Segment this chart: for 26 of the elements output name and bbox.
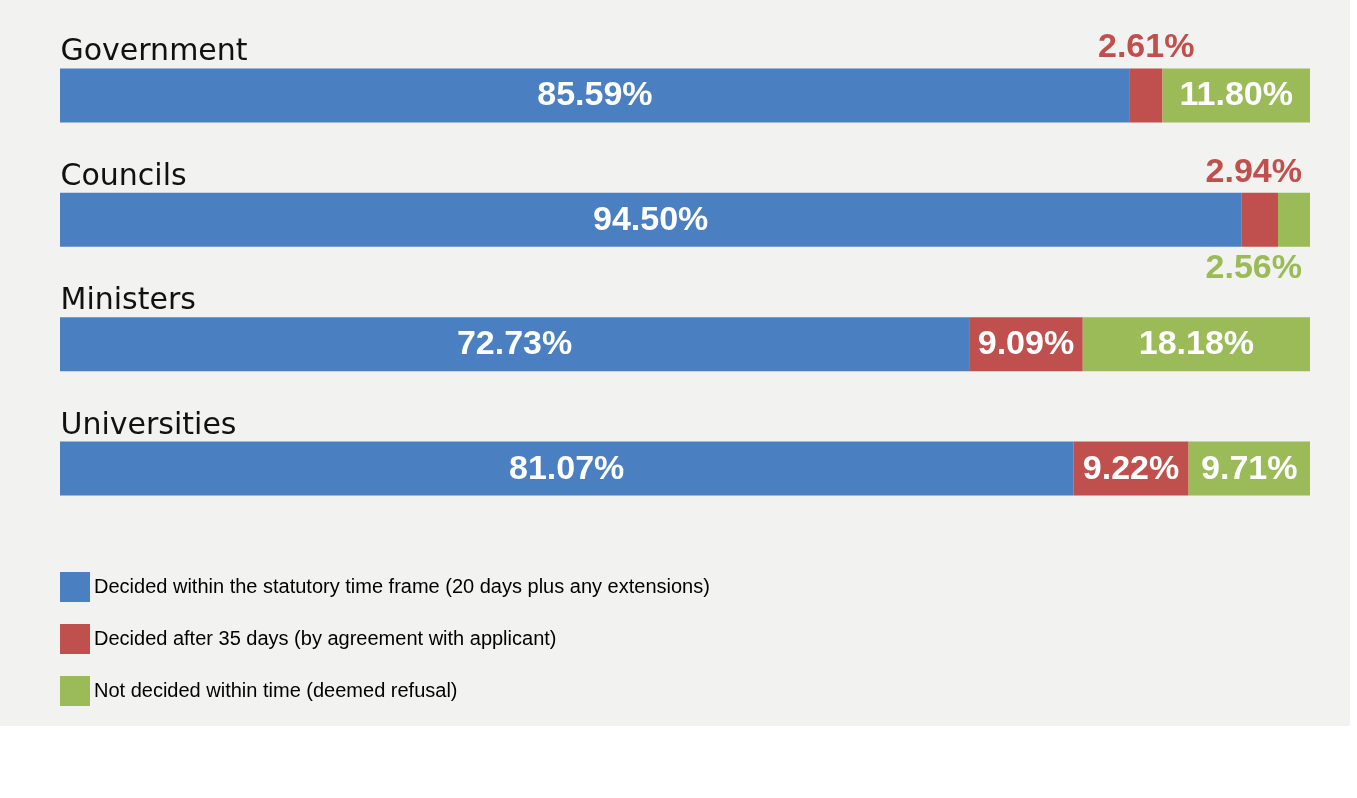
data-label: 81.07% (509, 447, 625, 486)
bar (60, 68, 1130, 123)
bar (1241, 192, 1278, 247)
y-tick-label: Government (60, 32, 248, 68)
y-tick-label: Councils (60, 156, 187, 192)
legend-label: Decided within the statutory time frame (20 days plus any extensions) (94, 575, 710, 597)
y-tick-label: Ministers (60, 281, 196, 317)
legend-label: Not decided within time (deemed refusal) (94, 679, 458, 701)
bar (60, 441, 1074, 496)
y-tick-label: Universities (60, 405, 237, 441)
data-label: 9.71% (1201, 447, 1298, 486)
data-label: 85.59% (537, 74, 653, 113)
legend-label: Decided after 35 days (by agreement with applicant) (94, 627, 557, 649)
data-label: 9.22% (1082, 447, 1180, 486)
bar (60, 317, 970, 372)
data-label: 2.56% (1205, 246, 1302, 285)
data-label: 9.09% (977, 323, 1075, 362)
data-label: 11.80% (1179, 74, 1293, 113)
data-label: 18.18% (1138, 323, 1255, 362)
bar (60, 192, 1242, 247)
data-label: 2.61% (1097, 26, 1195, 65)
bar (1129, 68, 1163, 123)
data-label: 72.73% (456, 323, 573, 362)
data-label: 94.50% (592, 198, 709, 237)
bar (1278, 192, 1310, 247)
data-label: 2.94% (1205, 150, 1302, 189)
